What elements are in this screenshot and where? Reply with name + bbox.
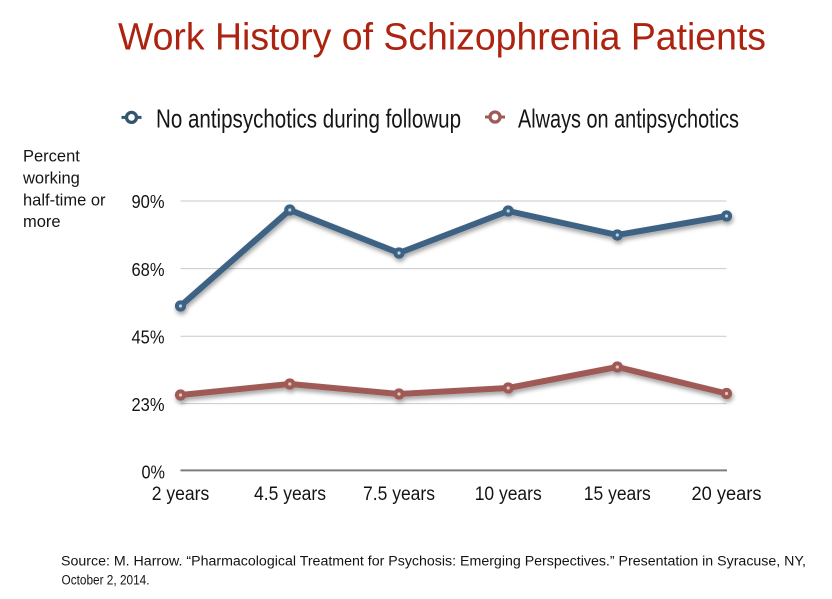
svg-text:October 2, 2014.: October 2, 2014. [62, 573, 150, 588]
svg-text:10 years: 10 years [475, 484, 542, 505]
svg-text:working: working [22, 169, 80, 187]
svg-text:Always on antipsychotics: Always on antipsychotics [518, 104, 739, 134]
svg-text:2 years: 2 years [152, 484, 210, 505]
svg-text:0%: 0% [142, 461, 166, 482]
svg-text:68%: 68% [132, 259, 165, 280]
svg-text:23%: 23% [132, 394, 165, 415]
svg-text:90%: 90% [132, 191, 165, 212]
svg-text:20 years: 20 years [692, 484, 762, 505]
svg-text:7.5 years: 7.5 years [363, 484, 435, 505]
svg-text:Percent: Percent [23, 148, 80, 166]
svg-text:4.5 years: 4.5 years [254, 484, 326, 505]
svg-text:No antipsychotics during follo: No antipsychotics during followup [156, 104, 461, 134]
svg-text:45%: 45% [132, 326, 165, 347]
svg-text:Source: M. Harrow. “Pharmacolo: Source: M. Harrow. “Pharmacological Trea… [61, 554, 806, 569]
svg-text:15 years: 15 years [584, 484, 651, 505]
svg-text:more: more [23, 213, 61, 231]
svg-text:Work History of Schizophrenia: Work History of Schizophrenia Patients [118, 17, 766, 59]
svg-text:half-time or: half-time or [23, 191, 106, 209]
